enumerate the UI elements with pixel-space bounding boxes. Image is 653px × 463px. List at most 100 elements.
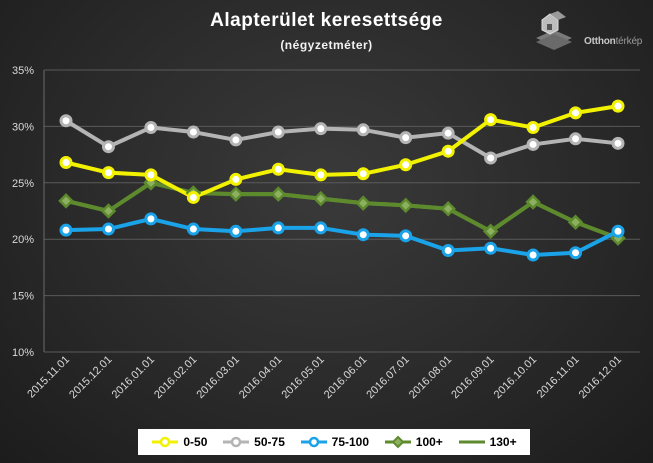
data-point-50-75 (569, 132, 583, 146)
data-point-75-100 (101, 222, 115, 236)
data-point-75-100 (186, 222, 200, 236)
data-point-50-75 (526, 137, 540, 151)
legend-swatch (223, 436, 250, 448)
data-point-75-100 (144, 212, 158, 226)
x-tick-label: 2016.02.01 (152, 354, 199, 401)
legend-item-130+: 130+ (458, 435, 517, 449)
data-point-50-75 (144, 121, 158, 135)
legend-item-100+: 100+ (384, 435, 443, 449)
series-line-75-100 (64, 216, 620, 257)
data-point-50-75 (484, 151, 498, 165)
data-point-50-75 (399, 131, 413, 145)
x-tick-label: 2016.01.01 (110, 354, 157, 401)
legend-item-0-50: 0-50 (151, 435, 207, 449)
data-point-100+ (482, 223, 499, 240)
data-point-75-100 (314, 221, 328, 235)
legend-swatch (152, 436, 179, 448)
y-tick-label: 30% (12, 121, 34, 133)
data-point-0-50 (441, 144, 455, 158)
series-line-0-50 (64, 104, 620, 200)
legend-label: 0-50 (183, 435, 208, 449)
y-axis: 35% 30% 25% 20% 15% 10% (12, 65, 45, 359)
x-tick-label: 2016.04.01 (237, 354, 284, 401)
data-point-75-100 (59, 223, 73, 237)
data-point-0-50 (101, 166, 115, 180)
x-tick-label: 2015.11.01 (25, 354, 72, 401)
house-icon (536, 11, 572, 50)
data-point-100+ (355, 195, 371, 211)
legend-swatch (384, 435, 411, 449)
data-point-50-75 (186, 125, 200, 139)
data-point-100+ (525, 194, 541, 210)
y-tick-label: 15% (12, 291, 34, 303)
x-axis: 2015.11.012015.12.012016.01.012016.02.01… (25, 354, 624, 401)
data-point-75-100 (229, 224, 243, 238)
legend-label: 50-75 (254, 435, 285, 449)
y-tick-label: 10% (12, 347, 34, 359)
legend-label: 130+ (489, 435, 517, 449)
data-point-100+ (397, 197, 414, 214)
x-tick-label: 2016.10.01 (492, 354, 539, 401)
legend-label: 100+ (415, 435, 443, 449)
x-tick-label: 2016.08.01 (407, 354, 454, 401)
x-tick-label: 2016.05.01 (279, 354, 326, 401)
data-point-0-50 (399, 158, 413, 172)
data-point-75-100 (271, 221, 285, 235)
data-point-0-50 (59, 155, 73, 169)
data-point-50-75 (611, 136, 625, 150)
chart-title: Alapterület keresettsége (210, 10, 443, 31)
data-point-100+ (440, 200, 456, 217)
data-point-50-75 (229, 133, 243, 147)
data-point-100+ (567, 214, 584, 231)
data-point-100+ (228, 186, 244, 202)
data-point-50-75 (314, 122, 328, 136)
data-point-75-100 (569, 246, 583, 260)
data-point-50-75 (441, 126, 455, 140)
data-point-0-50 (144, 168, 158, 182)
otthonterkep-logo: Otthontérkép (528, 8, 642, 54)
data-point-0-50 (186, 190, 200, 204)
data-point-0-50 (356, 167, 370, 181)
data-point-0-50 (314, 168, 328, 182)
logo-text: Otthontérkép (584, 36, 643, 47)
data-point-75-100 (611, 224, 625, 238)
legend-swatch (300, 436, 327, 448)
x-tick-label: 2016.09.01 (449, 354, 496, 401)
x-tick-label: 2015.12.01 (67, 354, 114, 401)
data-point-100+ (313, 190, 329, 207)
data-point-75-100 (399, 229, 413, 243)
y-tick-label: 20% (12, 234, 34, 246)
data-point-0-50 (271, 162, 285, 176)
x-tick-label: 2016.12.01 (577, 354, 624, 401)
chart-subtitle: (négyzetméter) (280, 38, 373, 52)
data-point-50-75 (59, 114, 73, 128)
data-point-75-100 (484, 241, 498, 255)
x-tick-label: 2016.03.01 (195, 354, 242, 401)
series-line-50-75 (64, 118, 620, 160)
legend-item-50-75: 50-75 (222, 435, 285, 449)
data-point-100+ (100, 203, 117, 219)
x-tick-label: 2016.07.01 (364, 354, 411, 401)
x-tick-label: 2016.06.01 (322, 354, 369, 401)
legend-label: 75-100 (331, 435, 370, 449)
data-point-0-50 (526, 121, 540, 135)
series-markers (58, 99, 626, 262)
data-point-0-50 (611, 99, 625, 113)
data-point-50-75 (101, 140, 115, 154)
data-point-75-100 (526, 248, 540, 262)
series-line-100+ (64, 180, 620, 241)
data-point-50-75 (271, 125, 285, 139)
y-tick-label: 35% (12, 65, 34, 77)
y-tick-label: 25% (12, 178, 34, 190)
series-lines (64, 104, 620, 257)
legend-swatch (458, 440, 485, 444)
data-point-100+ (270, 186, 287, 202)
data-point-100+ (58, 193, 74, 209)
data-point-0-50 (484, 113, 498, 127)
data-point-75-100 (441, 243, 455, 257)
data-point-75-100 (356, 228, 370, 242)
data-point-0-50 (229, 172, 243, 186)
x-tick-label: 2016.11.01 (535, 354, 582, 401)
legend: 0-50 50-75 75-100 100+ 130+ (138, 429, 530, 455)
